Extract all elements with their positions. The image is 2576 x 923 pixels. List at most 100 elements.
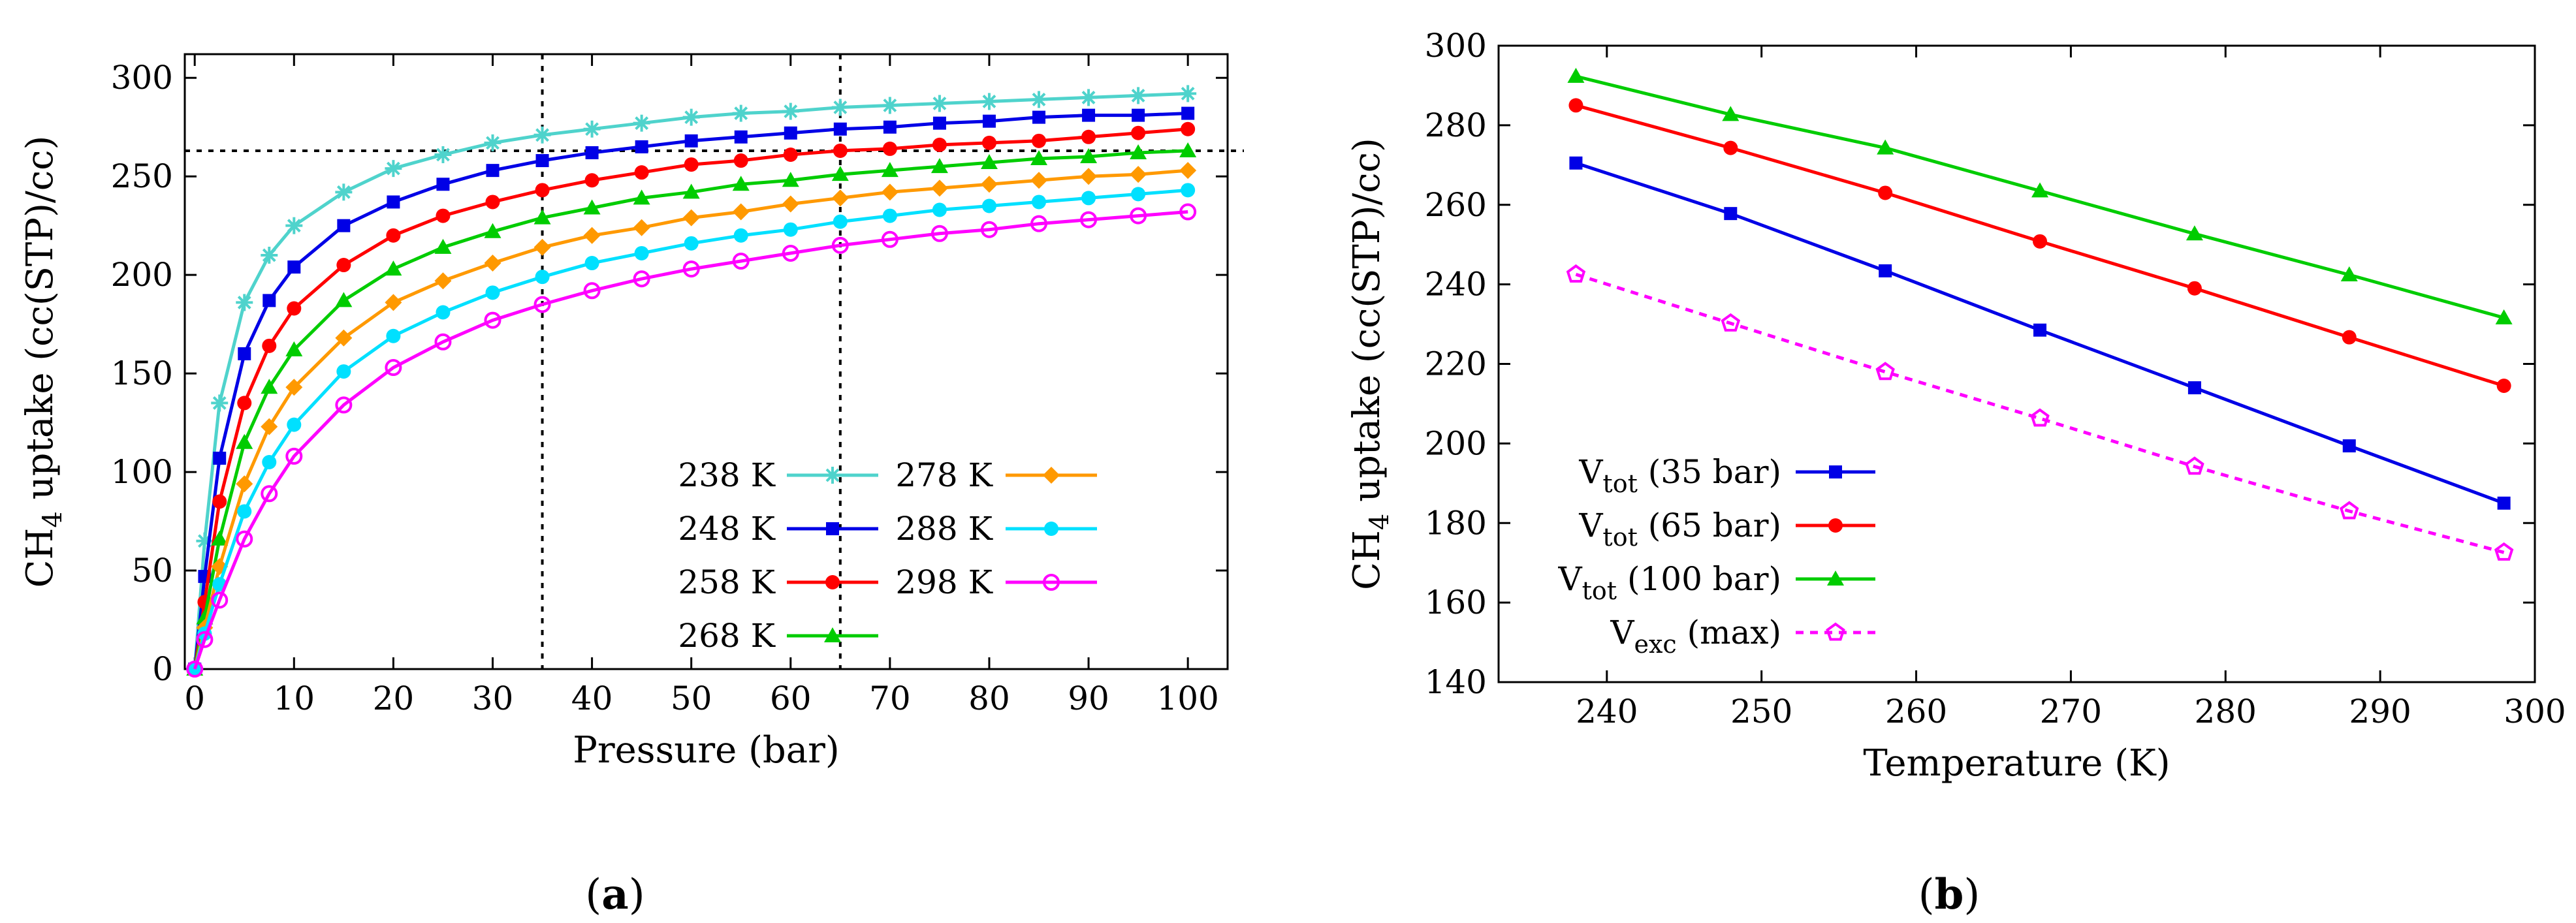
- chart-b-series-1: [1568, 98, 2511, 394]
- chart-a-data-point: [583, 227, 601, 244]
- chart-a-data-point: [385, 260, 402, 276]
- chart-a-data-point: [1030, 150, 1048, 166]
- chart-a-data-point: [682, 108, 700, 126]
- chart-a-data-point: [783, 222, 798, 237]
- chart-b-legend-marker: [1829, 465, 1842, 478]
- chart-a-series-6: [186, 203, 1197, 678]
- chart-a-series-0: [186, 85, 1197, 678]
- chart-b-x-tick-label: 260: [1885, 693, 1947, 730]
- chart-a-data-point: [261, 418, 278, 435]
- chart-b-data-point: [1566, 264, 1586, 283]
- chart-b-x-tick-label: 240: [1576, 693, 1638, 730]
- chart-a-plot-frame: [183, 53, 1229, 670]
- chart-a-series-line: [193, 127, 1188, 670]
- chart-b-data-point: [1722, 106, 1740, 121]
- chart-a-data-point: [1181, 183, 1196, 198]
- chart-a-x-tick-label: 100: [1156, 680, 1218, 717]
- chart-a-legend-marker: [1043, 574, 1060, 591]
- chart-b-data-point: [1567, 67, 1585, 83]
- chart-a-data-point: [1082, 108, 1096, 122]
- chart-a-data-point: [1131, 125, 1146, 140]
- chart-b-y-tick-label: 240: [1425, 266, 1487, 304]
- chart-b-data-point: [2340, 266, 2358, 281]
- chart-b-data-point: [1723, 140, 1738, 155]
- chart-a-data-point: [782, 195, 799, 213]
- chart-a-data-point: [1179, 203, 1197, 221]
- chart-a-x-axis-label: Pressure (bar): [573, 729, 840, 772]
- chart-a-legend-item: 248 K: [678, 510, 878, 548]
- chart-a-data-point: [1130, 207, 1147, 225]
- chart-a-data-point: [932, 137, 947, 152]
- chart-a-data-point: [285, 217, 303, 234]
- chart-a-data-point: [385, 160, 402, 178]
- chart-b-data-point: [2496, 379, 2511, 394]
- chart-a-data-point: [831, 236, 849, 254]
- chart-a-data-point: [583, 282, 601, 300]
- chart-a-data-point: [385, 294, 402, 311]
- chart-a-data-point: [211, 394, 229, 412]
- chart-a-y-tick-label: 150: [111, 354, 173, 392]
- chart-a-data-point: [1032, 133, 1047, 148]
- chart-a-x-tick-label: 60: [770, 680, 812, 717]
- chart-a-data-point: [932, 202, 947, 217]
- chart-a-data-point: [930, 158, 948, 174]
- chart-a-data-point: [335, 183, 353, 201]
- chart-a-data-point: [196, 631, 214, 648]
- chart-b-data-point: [2186, 225, 2203, 241]
- chart-b-legend-item: Vexc (max): [1610, 614, 1875, 659]
- chart-a-data-point: [261, 379, 278, 394]
- chart-a-data-point: [881, 183, 898, 201]
- chart-a-data-point: [733, 153, 748, 168]
- chart-a-data-point: [783, 147, 798, 162]
- chart-b-data-point: [1721, 313, 1741, 332]
- chart-a-data-point: [262, 338, 277, 353]
- chart-b-legend: Vtot (35 bar) Vtot (65 bar) Vtot (100 bar)…: [1558, 453, 1875, 659]
- chart-a-legend-marker: [1044, 522, 1058, 536]
- chart-b-legend-marker: [1828, 518, 1843, 533]
- chart-a-data-point: [684, 134, 698, 148]
- chart-a-x-tick-label: 40: [571, 680, 613, 717]
- chart-a-data-point: [1030, 215, 1048, 232]
- chart-a-data-point: [1030, 91, 1048, 108]
- chart-a-data-point: [1130, 87, 1147, 104]
- chart-b-y-tick-label: 300: [1425, 27, 1487, 65]
- chart-a-data-point: [1080, 89, 1098, 106]
- chart-b-data-point: [1879, 264, 1892, 277]
- chart-a-data-point: [211, 530, 229, 546]
- chart-a-legend-marker: [826, 522, 839, 535]
- chart-a-data-point: [1032, 195, 1047, 210]
- chart-a-data-point: [434, 146, 452, 163]
- chart-a-data-point: [1132, 108, 1145, 122]
- chart-a-legend-label: 268 K: [678, 617, 776, 655]
- chart-a-data-point: [981, 135, 996, 150]
- chart-a-data-point: [533, 238, 551, 256]
- chart-a-data-point: [285, 447, 303, 465]
- chart-a-data-point: [535, 183, 550, 198]
- chart-a-data-point: [335, 396, 353, 414]
- chart-a-data-point: [236, 433, 253, 449]
- chart-a-data-point: [237, 396, 252, 411]
- chart-a-legend-marker: [1043, 467, 1060, 484]
- chart-b-data-point: [2342, 439, 2356, 453]
- chart-a-data-point: [434, 333, 452, 351]
- chart-a-data-point: [930, 180, 948, 197]
- chart-b-x-tick-label: 290: [2349, 693, 2411, 730]
- chart-a-data-point: [1130, 166, 1147, 183]
- chart-a-data-point: [1179, 142, 1197, 157]
- chart-a-x-tick-label: 90: [1068, 680, 1109, 717]
- chart-a: 0 10 20 30 40 50 60 70 80 90 100 0 50 100 150 200 250 300…: [19, 53, 1244, 772]
- chart-b-x-tick-label: 280: [2195, 693, 2257, 730]
- chart-a-data-point: [980, 154, 998, 170]
- chart-a-data-point: [733, 228, 748, 243]
- chart-a-data-point: [831, 99, 849, 116]
- chart-a-data-point: [533, 296, 551, 313]
- chart-a-legend-marker: [824, 627, 841, 642]
- chart-a-data-point: [633, 114, 650, 132]
- chart-a-data-point: [682, 209, 700, 227]
- chart-b-legend-label: Vtot (65 bar): [1578, 507, 1781, 552]
- chart-a-legend-item: 298 K: [895, 563, 1097, 601]
- chart-a-y-axis-label: CH4 uptake (cc(STP)/cc): [19, 136, 68, 588]
- chart-a-data-point: [883, 120, 897, 134]
- chart-a-data-point: [684, 157, 699, 172]
